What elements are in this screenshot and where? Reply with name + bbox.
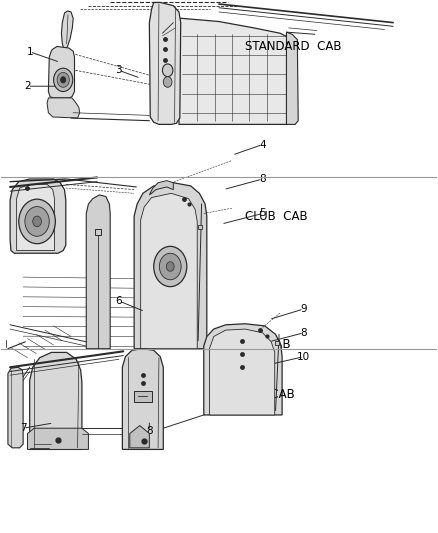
- Text: 7: 7: [20, 423, 26, 433]
- Polygon shape: [134, 183, 207, 349]
- Polygon shape: [86, 195, 110, 349]
- Text: 8: 8: [300, 328, 307, 338]
- Circle shape: [162, 64, 173, 77]
- Polygon shape: [204, 324, 282, 415]
- Text: 8: 8: [146, 426, 153, 436]
- Text: STANDARD  CAB: STANDARD CAB: [245, 40, 342, 53]
- Text: CLUB  CAB: CLUB CAB: [228, 338, 290, 351]
- Polygon shape: [286, 32, 298, 124]
- Text: 4: 4: [259, 140, 266, 150]
- Text: 2: 2: [24, 81, 31, 91]
- Polygon shape: [30, 352, 82, 449]
- Circle shape: [33, 216, 42, 227]
- Polygon shape: [28, 428, 88, 449]
- Polygon shape: [149, 3, 181, 124]
- Circle shape: [163, 77, 172, 87]
- Polygon shape: [179, 18, 291, 124]
- Circle shape: [19, 199, 55, 244]
- Circle shape: [25, 207, 49, 236]
- Polygon shape: [61, 11, 73, 49]
- Polygon shape: [8, 367, 23, 448]
- Circle shape: [53, 68, 73, 92]
- Polygon shape: [17, 184, 54, 251]
- Polygon shape: [134, 391, 152, 402]
- Polygon shape: [149, 181, 173, 195]
- Text: QUAD  CAB: QUAD CAB: [228, 387, 294, 400]
- Circle shape: [154, 246, 187, 287]
- Polygon shape: [10, 179, 66, 253]
- Text: 9: 9: [300, 304, 307, 314]
- Polygon shape: [209, 329, 275, 415]
- Circle shape: [60, 77, 66, 83]
- Text: 3: 3: [116, 66, 122, 75]
- Text: 5: 5: [259, 208, 266, 219]
- Circle shape: [166, 262, 174, 271]
- Polygon shape: [141, 193, 197, 349]
- Polygon shape: [130, 425, 149, 448]
- Text: CLUB  CAB: CLUB CAB: [245, 209, 308, 223]
- Circle shape: [159, 253, 181, 280]
- Text: 8: 8: [259, 174, 266, 184]
- Circle shape: [57, 72, 69, 87]
- Text: 6: 6: [116, 296, 122, 306]
- Text: 1: 1: [26, 47, 33, 56]
- Polygon shape: [47, 98, 80, 118]
- Polygon shape: [122, 349, 163, 449]
- Polygon shape: [48, 46, 74, 98]
- Text: 10: 10: [297, 352, 311, 361]
